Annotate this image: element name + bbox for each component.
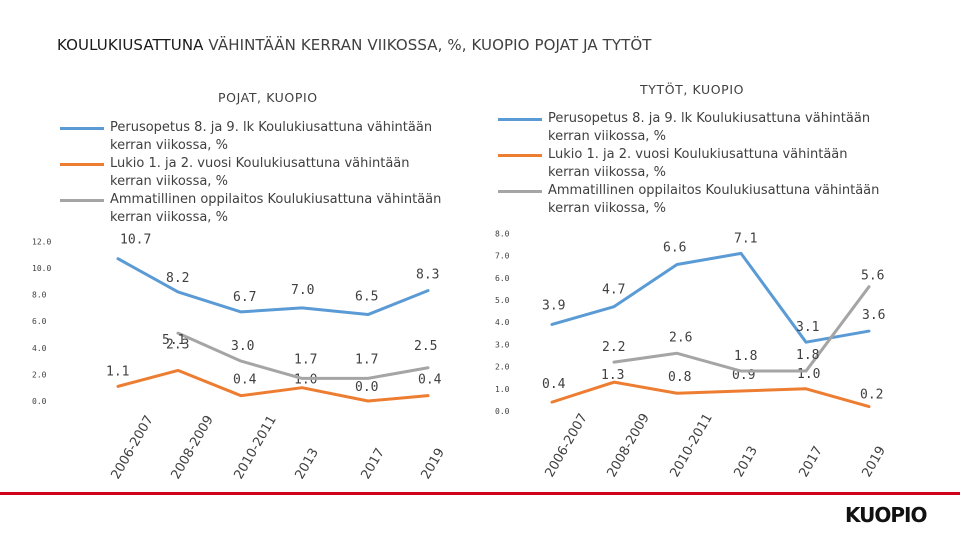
boys-y-tick-label: 10.0 [32, 264, 51, 273]
girls-data-label: 0.8 [668, 370, 691, 385]
page-title-strong: KOULUKIUSATTUNA [57, 36, 204, 54]
girls-data-label: 6.6 [663, 240, 686, 255]
girls-legend-item-lukio: Lukio 1. ja 2. vuosi Koulukiusattuna väh… [498, 146, 888, 182]
boys-series-line-0 [116, 257, 430, 317]
footer-rule [0, 492, 960, 495]
girls-series-line-0 [550, 251, 871, 344]
boys-data-label: 0.0 [355, 380, 378, 395]
page-title-rest: VÄHINTÄÄN KERRAN VIIKOSSA, %, KUOPIO POJ… [203, 36, 652, 54]
girls-y-tick-label: 7.0 [495, 252, 510, 261]
legend-swatch-blue [498, 118, 542, 121]
legend-swatch-blue [60, 127, 104, 130]
boys-data-label: 3.0 [231, 339, 254, 354]
boys-series-line-1 [116, 368, 430, 403]
boys-data-label: 6.7 [233, 290, 256, 305]
girls-x-tick-label: 2010-2011 [667, 411, 715, 480]
boys-data-label: 1.1 [106, 364, 129, 379]
boys-data-label: 0.4 [233, 373, 257, 388]
kuopio-logo: KUOPIO [845, 503, 927, 527]
boys-data-label: 1.7 [355, 352, 378, 367]
boys-data-label: 1.7 [294, 352, 317, 367]
girls-chart: 0.0 1.0 2.0 3.0 4.0 5.0 6.0 7.0 8.0 2006-2007 2008… [495, 229, 889, 480]
girls-data-label: 2.2 [602, 340, 625, 355]
girls-data-label: 2.6 [669, 330, 692, 345]
boys-legend-item-perusopetus: Perusopetus 8. ja 9. lk Koulukiusattuna … [60, 119, 455, 155]
girls-data-label: 3.9 [542, 298, 565, 313]
girls-x-tick-label: 2006-2007 [542, 411, 590, 480]
boys-data-label: 2.3 [166, 337, 189, 352]
girls-legend: Perusopetus 8. ja 9. lk Koulukiusattuna … [498, 110, 888, 218]
girls-y-tick-label: 8.0 [495, 229, 510, 238]
legend-swatch-orange [60, 163, 104, 166]
boys-x-tick-label: 2013 [292, 446, 322, 482]
girls-y-tick-label: 0.0 [495, 407, 510, 416]
boys-data-label: 8.3 [416, 268, 439, 283]
boys-data-label: 5.1 [162, 333, 185, 348]
girls-data-label: 1.8 [796, 348, 819, 363]
boys-data-label: 2.5 [414, 339, 437, 354]
girls-legend-item-ammatillinen: Ammatillinen oppilaitos Koulukiusattuna … [498, 182, 888, 218]
boys-data-label: 8.2 [166, 271, 189, 286]
legend-label: Perusopetus 8. ja 9. lk Koulukiusattuna … [548, 111, 871, 144]
boys-data-label: 10.7 [120, 233, 151, 248]
boys-x-tick-label: 2019 [418, 446, 448, 482]
boys-y-tick-label: 4.0 [32, 344, 47, 353]
girls-data-label: 5.6 [861, 269, 884, 284]
girls-series-line-1 [550, 380, 871, 409]
girls-y-tick-label: 1.0 [495, 385, 510, 394]
girls-data-label: 7.1 [734, 231, 757, 246]
girls-y-tick-label: 6.0 [495, 274, 510, 283]
boys-x-tick-label: 2008-2009 [168, 413, 216, 482]
boys-y-tick-label: 2.0 [32, 370, 47, 379]
girls-data-label: 0.4 [542, 377, 566, 392]
girls-x-tick-label: 2013 [731, 444, 761, 480]
boys-chart: 0.0 2.0 4.0 6.0 8.0 10.0 12.0 2006-2007 2008-200… [32, 233, 448, 482]
legend-swatch-orange [498, 154, 542, 157]
girls-chart-title: TYTÖT, KUOPIO [640, 82, 745, 97]
girls-x-tick-label: 2019 [859, 444, 889, 480]
boys-y-tick-label: 6.0 [32, 317, 47, 326]
girls-y-tick-label: 3.0 [495, 340, 510, 349]
legend-swatch-gray [60, 199, 104, 202]
girls-data-label: 4.7 [602, 283, 625, 298]
boys-y-tick-label: 8.0 [32, 291, 47, 300]
girls-y-tick-label: 4.0 [495, 318, 510, 327]
girls-data-label: 0.2 [860, 388, 883, 403]
boys-y-tick-label: 0.0 [32, 397, 47, 406]
boys-data-label: 0.4 [418, 373, 442, 388]
legend-label: Ammatillinen oppilaitos Koulukiusattuna … [110, 192, 442, 225]
boys-legend: Perusopetus 8. ja 9. lk Koulukiusattuna … [60, 119, 455, 227]
boys-data-label: 7.0 [291, 283, 314, 298]
girls-data-label: 1.3 [601, 368, 624, 383]
page-title: KOULUKIUSATTUNA VÄHINTÄÄN KERRAN VIIKOSS… [57, 36, 652, 54]
boys-legend-item-lukio: Lukio 1. ja 2. vuosi Koulukiusattuna väh… [60, 155, 455, 191]
boys-chart-title: POJAT, KUOPIO [218, 90, 318, 105]
legend-label: Ammatillinen oppilaitos Koulukiusattuna … [548, 183, 880, 216]
legend-swatch-gray [498, 190, 542, 193]
girls-x-tick-label: 2008-2009 [604, 411, 652, 480]
girls-data-label: 3.1 [796, 320, 819, 335]
boys-data-label: 6.5 [355, 290, 378, 305]
boys-x-tick-label: 2017 [358, 446, 388, 482]
boys-data-label: 1.0 [294, 373, 317, 388]
girls-y-tick-label: 5.0 [495, 296, 510, 305]
boys-x-tick-label: 2010-2011 [231, 413, 279, 482]
girls-y-tick-label: 2.0 [495, 363, 510, 372]
boys-legend-item-ammatillinen: Ammatillinen oppilaitos Koulukiusattuna … [60, 191, 455, 227]
legend-label: Lukio 1. ja 2. vuosi Koulukiusattuna väh… [110, 156, 410, 189]
girls-data-label: 3.6 [862, 308, 885, 323]
legend-label: Perusopetus 8. ja 9. lk Koulukiusattuna … [110, 120, 433, 153]
boys-x-tick-label: 2006-2007 [108, 413, 156, 482]
girls-data-label: 1.8 [734, 349, 757, 364]
girls-x-tick-label: 2017 [796, 444, 826, 480]
boys-y-tick-label: 12.0 [32, 237, 51, 246]
legend-label: Lukio 1. ja 2. vuosi Koulukiusattuna väh… [548, 147, 848, 180]
girls-legend-item-perusopetus: Perusopetus 8. ja 9. lk Koulukiusattuna … [498, 110, 888, 146]
